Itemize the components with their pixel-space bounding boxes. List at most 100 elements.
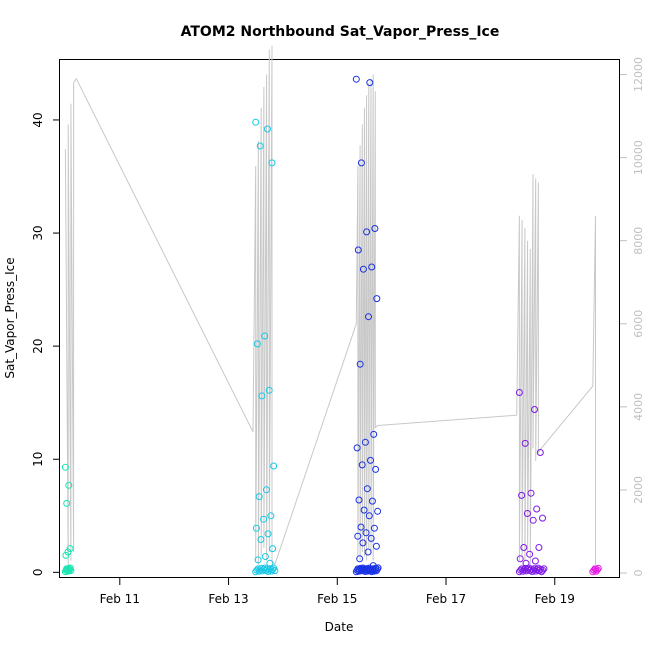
data-point [357, 159, 365, 167]
data-point [61, 463, 69, 471]
y2-tick-label: 6000 [632, 310, 645, 338]
data-point [535, 544, 543, 551]
y-tick-label: 30 [31, 225, 45, 240]
data-point [531, 406, 538, 413]
data-point [529, 516, 537, 524]
y-tick-label: 20 [31, 339, 45, 354]
chart-title: ATOM2 Northbound Sat_Vapor_Press_Ice [181, 24, 500, 40]
data-point [515, 389, 523, 396]
data-point [518, 491, 526, 499]
y2-tick-label: 8000 [632, 227, 645, 255]
x-tick-label: Feb 13 [208, 592, 248, 606]
data-point [258, 392, 266, 400]
y2-tick-label: 10000 [632, 140, 645, 175]
data-point [368, 263, 376, 271]
data-point [252, 524, 260, 532]
data-point [252, 118, 260, 126]
x-tick-label: Feb 15 [317, 592, 357, 606]
data-point [533, 505, 541, 513]
data-point [64, 548, 72, 556]
data-point [523, 510, 531, 517]
data-point [266, 559, 274, 567]
data-point [67, 567, 75, 574]
data-point [268, 159, 276, 167]
data-point [65, 481, 73, 489]
data-point [373, 295, 381, 303]
points-layer [61, 75, 602, 576]
x-axis: Feb 11 Feb 13 Feb 15 Feb 17 Feb 19 [100, 578, 575, 606]
data-point [367, 534, 375, 542]
data-point [264, 125, 271, 133]
data-point [363, 228, 371, 236]
data-point [359, 265, 367, 273]
data-point [539, 514, 546, 522]
data-point [269, 545, 277, 553]
data-point [260, 515, 268, 523]
data-point [255, 493, 263, 501]
data-point [368, 497, 376, 505]
x-axis-label: Date [325, 620, 354, 634]
data-point [366, 79, 374, 87]
data-point [371, 225, 379, 232]
data-point [355, 496, 363, 504]
data-point [356, 555, 364, 563]
data-point [370, 524, 378, 532]
data-point [63, 499, 71, 507]
data-point [361, 438, 369, 446]
data-point [540, 565, 548, 573]
data-point [264, 530, 272, 538]
data-point [521, 439, 529, 447]
x-tick-label: Feb 11 [100, 592, 140, 606]
x-tick-label: Feb 17 [426, 592, 466, 606]
secondary-series-line [64, 45, 596, 566]
data-point [354, 246, 362, 254]
data-point [262, 486, 270, 494]
data-point [593, 566, 601, 574]
data-point [356, 360, 364, 368]
data-point [594, 564, 602, 572]
data-point [365, 313, 372, 321]
data-point [360, 506, 368, 514]
data-point [62, 551, 70, 559]
y2-tick-label: 2000 [632, 476, 645, 504]
secondary-line-layer [64, 45, 596, 566]
data-point [270, 462, 278, 470]
data-point [536, 449, 544, 456]
data-point [254, 556, 262, 564]
y-axis: 0 10 20 30 40 [31, 112, 60, 576]
data-point [357, 523, 365, 531]
data-point [531, 557, 539, 565]
y2-tick-label: 4000 [632, 393, 645, 421]
data-point [358, 461, 366, 469]
data-point [363, 485, 371, 493]
data-point [267, 512, 275, 520]
data-point [265, 386, 273, 394]
data-point [372, 465, 380, 473]
data-point [261, 553, 269, 560]
y2-tick-label: 12000 [632, 57, 645, 92]
plot-frame [59, 59, 620, 578]
data-point [352, 75, 360, 83]
data-point [359, 539, 367, 547]
data-point [257, 536, 265, 543]
data-point [516, 555, 524, 563]
data-point [66, 545, 74, 553]
data-point [374, 564, 382, 572]
data-point [365, 512, 373, 520]
data-point [364, 548, 372, 556]
data-point [539, 566, 547, 574]
x-tick-label: Feb 19 [535, 592, 575, 606]
data-point [372, 542, 380, 550]
y-tick-label: 10 [31, 452, 45, 467]
data-point [370, 430, 378, 438]
data-point [367, 456, 374, 464]
data-point [526, 550, 534, 558]
data-point [527, 489, 535, 497]
y-tick-label: 40 [31, 112, 45, 127]
data-point [354, 532, 362, 540]
data-point [362, 529, 370, 537]
data-point [373, 565, 381, 573]
secondary-y-axis: 0 2000 4000 6000 8000 10000 12000 [620, 57, 645, 577]
y-tick-label: 0 [31, 569, 45, 577]
